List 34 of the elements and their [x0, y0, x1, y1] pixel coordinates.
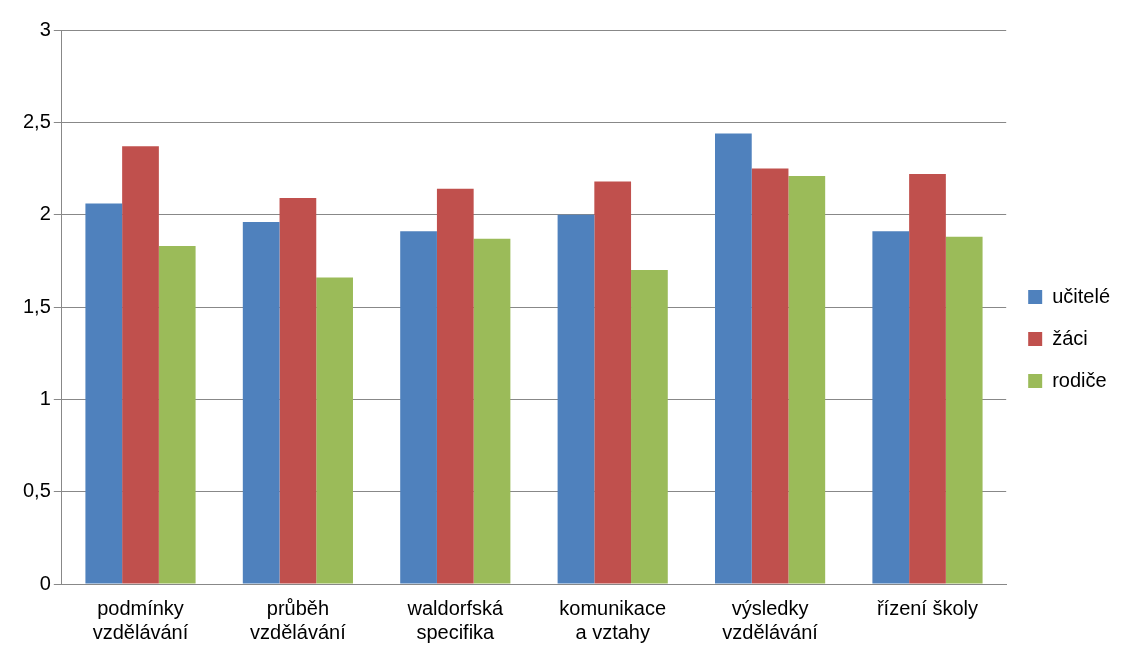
y-tick-label: 0: [39, 571, 51, 594]
bar: [945, 236, 983, 584]
y-tick-label: 2: [39, 202, 51, 225]
y-tick-label: 2,5: [22, 109, 51, 132]
bar: [473, 238, 511, 584]
bar: [85, 203, 123, 584]
x-tick-label: průběh vzdělávání: [250, 596, 347, 643]
bar: [400, 231, 437, 584]
legend-label: učitelé: [1052, 284, 1110, 307]
bar: [316, 277, 353, 584]
bar: [557, 214, 595, 584]
legend-label: rodiče: [1052, 368, 1107, 391]
y-tick-label: 1,5: [22, 294, 51, 317]
bar: [436, 188, 474, 584]
bar: [122, 146, 159, 584]
bar: [594, 181, 632, 584]
y-tick-label: 3: [39, 17, 51, 40]
bar: [751, 168, 789, 584]
bar: [788, 175, 826, 584]
y-tick-label: 1: [39, 386, 51, 409]
x-tick-label: řízení školy: [876, 596, 979, 619]
bar: [279, 198, 317, 584]
bar: [872, 231, 910, 584]
x-tick-label: waldorfská specifika: [406, 596, 504, 643]
bar: [909, 174, 946, 584]
bar: [715, 133, 752, 584]
bar: [631, 270, 668, 584]
y-tick-label: 0,5: [22, 479, 51, 502]
legend-label: žáci: [1052, 326, 1088, 349]
x-tick-label: podmínky vzdělávání: [92, 596, 189, 643]
bar: [158, 246, 196, 584]
x-tick-label: výsledky vzdělávání: [722, 596, 819, 643]
x-tick-label: komunikace a vztahy: [559, 596, 667, 643]
bar: [242, 222, 280, 584]
